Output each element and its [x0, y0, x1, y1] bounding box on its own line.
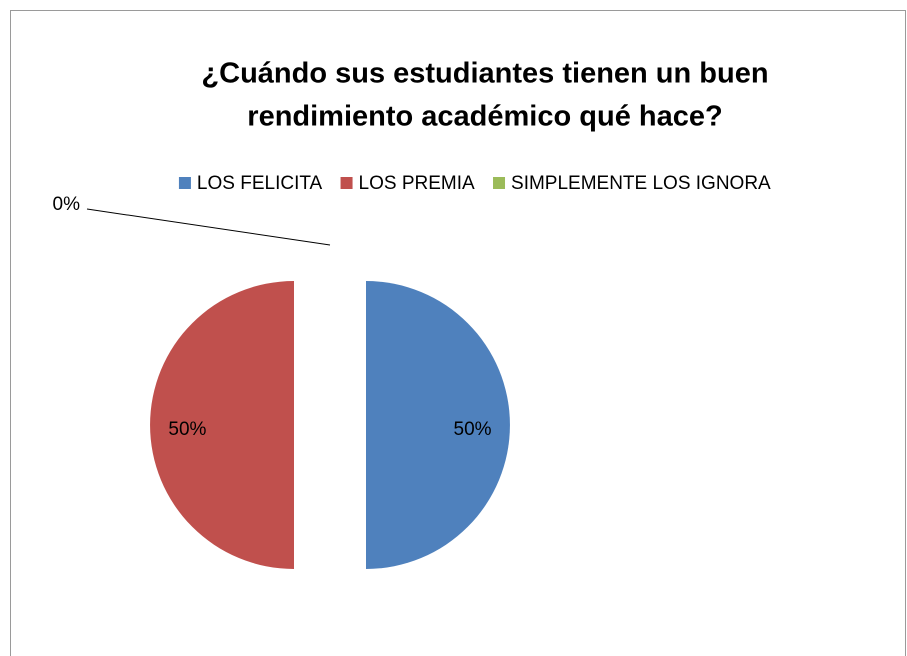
pie-slice — [150, 281, 294, 569]
legend-label: LOS PREMIA — [359, 173, 475, 194]
chart-title: rendimiento académico qué hace? — [247, 101, 722, 133]
chart-title: ¿Cuándo sus estudiantes tienen un buen — [201, 58, 768, 90]
legend-swatch — [340, 177, 353, 189]
legend-swatch — [493, 177, 506, 189]
data-label: 50% — [454, 419, 492, 440]
pie-slice — [366, 281, 510, 569]
data-label: 50% — [168, 419, 206, 440]
data-label: 0% — [53, 194, 81, 215]
legend-label: SIMPLEMENTE LOS IGNORA — [511, 173, 771, 194]
legend-label: LOS FELICITA — [197, 173, 323, 194]
legend-swatch — [178, 177, 191, 189]
leader-line — [86, 208, 331, 246]
